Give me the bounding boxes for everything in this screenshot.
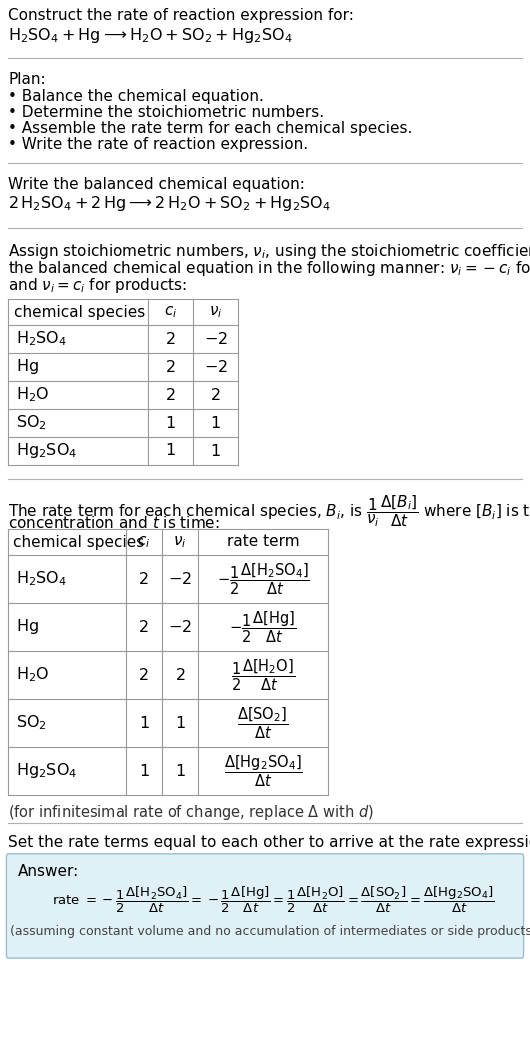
Text: 1: 1: [139, 715, 149, 730]
Text: $\dfrac{1}{2}\dfrac{\Delta[\mathrm{H_2O}]}{\Delta t}$: $\dfrac{1}{2}\dfrac{\Delta[\mathrm{H_2O}…: [231, 657, 295, 692]
Text: $\nu_i$: $\nu_i$: [173, 535, 187, 550]
Text: 2: 2: [165, 387, 175, 403]
Text: $-2$: $-2$: [204, 331, 227, 347]
Text: The rate term for each chemical species, $B_i$, is $\dfrac{1}{\nu_i}\dfrac{\Delt: The rate term for each chemical species,…: [8, 493, 530, 529]
FancyBboxPatch shape: [6, 854, 524, 958]
Text: $\mathrm{Hg_2SO_4}$: $\mathrm{Hg_2SO_4}$: [16, 761, 77, 780]
Text: $\mathrm{Hg_2SO_4}$: $\mathrm{Hg_2SO_4}$: [16, 441, 77, 460]
Text: 2: 2: [139, 619, 149, 635]
Text: (assuming constant volume and no accumulation of intermediates or side products): (assuming constant volume and no accumul…: [10, 925, 530, 938]
Text: $-\dfrac{1}{2}\dfrac{\Delta[\mathrm{H_2SO_4}]}{\Delta t}$: $-\dfrac{1}{2}\dfrac{\Delta[\mathrm{H_2S…: [217, 562, 310, 597]
Text: $-2$: $-2$: [204, 359, 227, 376]
Text: $1$: $1$: [210, 415, 221, 431]
Text: 1: 1: [165, 444, 175, 458]
Text: 1: 1: [165, 415, 175, 431]
Text: $\mathrm{Hg}$: $\mathrm{Hg}$: [16, 358, 39, 377]
Text: • Determine the stoichiometric numbers.: • Determine the stoichiometric numbers.: [8, 105, 324, 120]
Text: $1$: $1$: [210, 444, 221, 459]
Text: 2: 2: [139, 571, 149, 587]
Text: $\mathrm{H_2SO_4}$: $\mathrm{H_2SO_4}$: [16, 570, 67, 588]
Text: $\mathrm{Hg}$: $\mathrm{Hg}$: [16, 617, 39, 637]
Text: $\dfrac{\Delta[\mathrm{Hg_2SO_4}]}{\Delta t}$: $\dfrac{\Delta[\mathrm{Hg_2SO_4}]}{\Delt…: [224, 753, 303, 789]
Text: Construct the rate of reaction expression for:: Construct the rate of reaction expressio…: [8, 8, 354, 23]
Text: Write the balanced chemical equation:: Write the balanced chemical equation:: [8, 177, 305, 192]
Text: rate term: rate term: [227, 535, 299, 549]
Text: (for infinitesimal rate of change, replace $\Delta$ with $d$): (for infinitesimal rate of change, repla…: [8, 803, 374, 822]
Text: chemical species: chemical species: [13, 535, 144, 549]
Text: chemical species: chemical species: [14, 304, 145, 319]
Text: $1$: $1$: [174, 763, 186, 779]
Text: $\nu_i$: $\nu_i$: [209, 304, 222, 320]
Text: $\mathrm{SO_2}$: $\mathrm{SO_2}$: [16, 713, 47, 732]
Text: • Balance the chemical equation.: • Balance the chemical equation.: [8, 89, 264, 104]
Text: Assign stoichiometric numbers, $\nu_i$, using the stoichiometric coefficients, $: Assign stoichiometric numbers, $\nu_i$, …: [8, 242, 530, 262]
Text: rate $= -\dfrac{1}{2}\dfrac{\Delta[\mathrm{H_2SO_4}]}{\Delta t} = -\dfrac{1}{2}\: rate $= -\dfrac{1}{2}\dfrac{\Delta[\math…: [51, 885, 494, 915]
Text: $2\, \mathrm{H_2SO_4} + 2\, \mathrm{Hg} \longrightarrow 2\, \mathrm{H_2O} + \mat: $2\, \mathrm{H_2SO_4} + 2\, \mathrm{Hg} …: [8, 194, 331, 213]
Text: $\mathrm{SO_2}$: $\mathrm{SO_2}$: [16, 413, 47, 432]
Text: Plan:: Plan:: [8, 72, 46, 87]
Text: $\mathrm{H_2O}$: $\mathrm{H_2O}$: [16, 665, 49, 684]
Text: • Assemble the rate term for each chemical species.: • Assemble the rate term for each chemic…: [8, 121, 412, 136]
Text: $\mathrm{H_2O}$: $\mathrm{H_2O}$: [16, 386, 49, 405]
Text: • Write the rate of reaction expression.: • Write the rate of reaction expression.: [8, 137, 308, 152]
Text: $c_i$: $c_i$: [164, 304, 177, 320]
Text: $-\dfrac{1}{2}\dfrac{\Delta[\mathrm{Hg}]}{\Delta t}$: $-\dfrac{1}{2}\dfrac{\Delta[\mathrm{Hg}]…: [229, 609, 297, 644]
Text: 2: 2: [165, 360, 175, 374]
Text: and $\nu_i = c_i$ for products:: and $\nu_i = c_i$ for products:: [8, 276, 187, 295]
Text: $2$: $2$: [175, 667, 186, 683]
Text: Answer:: Answer:: [18, 864, 80, 879]
Text: $\mathrm{H_2SO_4}$: $\mathrm{H_2SO_4}$: [16, 329, 67, 348]
Text: the balanced chemical equation in the following manner: $\nu_i = -c_i$ for react: the balanced chemical equation in the fo…: [8, 259, 530, 278]
Text: $-2$: $-2$: [168, 571, 192, 587]
Text: $\dfrac{\Delta[\mathrm{SO_2}]}{\Delta t}$: $\dfrac{\Delta[\mathrm{SO_2}]}{\Delta t}…: [237, 705, 289, 741]
Text: Set the rate terms equal to each other to arrive at the rate expression:: Set the rate terms equal to each other t…: [8, 835, 530, 850]
Text: $c_i$: $c_i$: [137, 535, 151, 550]
Text: concentration and $t$ is time:: concentration and $t$ is time:: [8, 515, 220, 531]
Text: $2$: $2$: [210, 387, 221, 403]
Text: $\mathrm{H_2SO_4} + \mathrm{Hg} \longrightarrow \mathrm{H_2O} + \mathrm{SO_2} + : $\mathrm{H_2SO_4} + \mathrm{Hg} \longrig…: [8, 26, 293, 45]
Text: 2: 2: [165, 332, 175, 346]
Text: $1$: $1$: [174, 715, 186, 731]
Text: 1: 1: [139, 764, 149, 778]
Text: $-2$: $-2$: [168, 619, 192, 635]
Text: 2: 2: [139, 667, 149, 682]
